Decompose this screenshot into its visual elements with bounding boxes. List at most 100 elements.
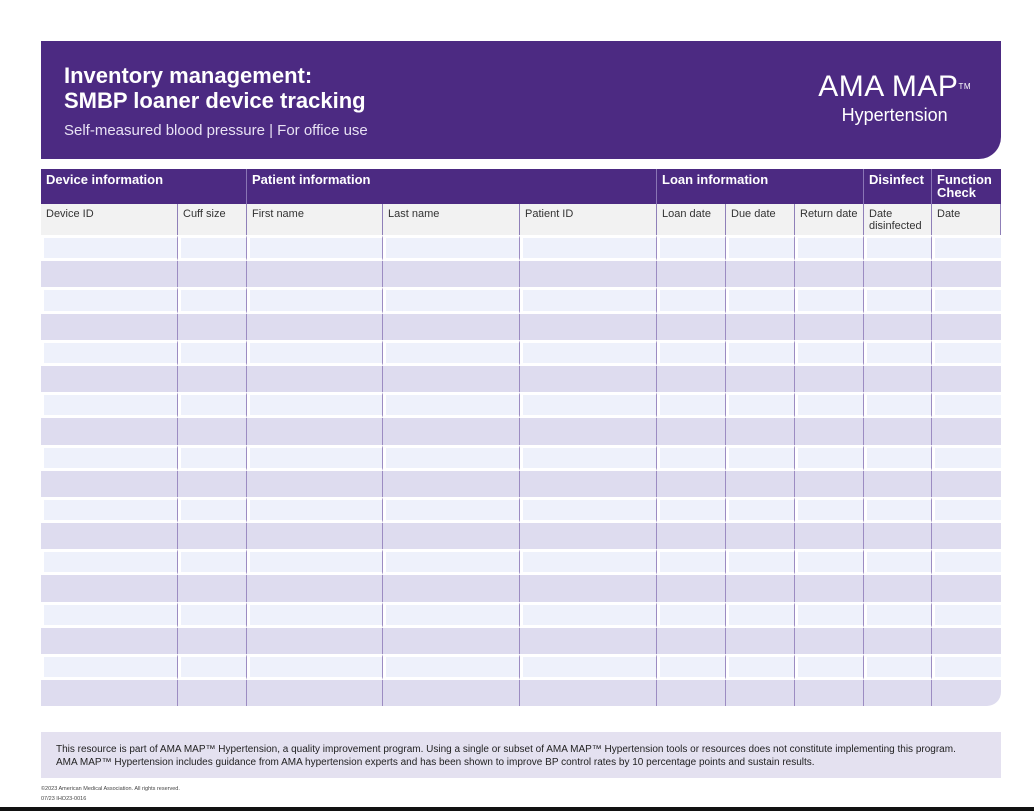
table-cell[interactable]	[178, 654, 247, 681]
table-cell[interactable]	[932, 392, 1001, 419]
table-cell[interactable]	[932, 418, 1001, 445]
table-cell[interactable]	[41, 235, 178, 262]
table-cell[interactable]	[520, 627, 657, 654]
table-cell[interactable]	[726, 392, 795, 419]
table-cell[interactable]	[726, 235, 795, 262]
table-cell[interactable]	[795, 470, 864, 497]
table-cell[interactable]	[383, 575, 520, 602]
table-cell[interactable]	[864, 339, 932, 366]
table-cell[interactable]	[795, 680, 864, 707]
table-cell[interactable]	[726, 601, 795, 628]
table-cell[interactable]	[383, 680, 520, 707]
table-cell[interactable]	[41, 627, 178, 654]
table-cell[interactable]	[247, 313, 383, 340]
table-cell[interactable]	[383, 313, 520, 340]
table-cell[interactable]	[383, 392, 520, 419]
table-cell[interactable]	[178, 627, 247, 654]
table-cell[interactable]	[795, 313, 864, 340]
table-cell[interactable]	[520, 496, 657, 524]
table-cell[interactable]	[178, 365, 247, 393]
table-cell[interactable]	[795, 365, 864, 393]
table-cell[interactable]	[795, 444, 864, 471]
table-cell[interactable]	[41, 339, 178, 366]
table-cell[interactable]	[657, 601, 726, 628]
table-cell[interactable]	[178, 601, 247, 628]
table-cell[interactable]	[932, 496, 1001, 524]
table-cell[interactable]	[383, 627, 520, 654]
table-cell[interactable]	[520, 261, 657, 288]
table-cell[interactable]	[864, 549, 932, 576]
table-cell[interactable]	[932, 680, 1001, 707]
table-cell[interactable]	[383, 235, 520, 262]
table-cell[interactable]	[795, 627, 864, 654]
table-cell[interactable]	[178, 313, 247, 340]
table-cell[interactable]	[520, 575, 657, 602]
table-cell[interactable]	[520, 365, 657, 393]
table-cell[interactable]	[383, 523, 520, 550]
table-cell[interactable]	[726, 365, 795, 393]
table-cell[interactable]	[520, 680, 657, 707]
table-cell[interactable]	[864, 523, 932, 550]
table-cell[interactable]	[657, 654, 726, 681]
table-cell[interactable]	[932, 601, 1001, 628]
table-cell[interactable]	[247, 235, 383, 262]
table-cell[interactable]	[520, 523, 657, 550]
table-cell[interactable]	[41, 575, 178, 602]
table-cell[interactable]	[657, 287, 726, 314]
table-cell[interactable]	[41, 313, 178, 340]
table-cell[interactable]	[795, 418, 864, 445]
table-cell[interactable]	[864, 444, 932, 471]
table-cell[interactable]	[657, 627, 726, 654]
table-cell[interactable]	[657, 392, 726, 419]
table-cell[interactable]	[41, 549, 178, 576]
table-cell[interactable]	[383, 444, 520, 471]
table-cell[interactable]	[41, 392, 178, 419]
table-cell[interactable]	[932, 313, 1001, 340]
table-cell[interactable]	[178, 523, 247, 550]
table-cell[interactable]	[932, 575, 1001, 602]
table-cell[interactable]	[178, 549, 247, 576]
table-cell[interactable]	[932, 523, 1001, 550]
table-cell[interactable]	[383, 549, 520, 576]
table-cell[interactable]	[795, 496, 864, 524]
table-cell[interactable]	[41, 470, 178, 497]
table-cell[interactable]	[41, 444, 178, 471]
table-cell[interactable]	[178, 235, 247, 262]
table-cell[interactable]	[41, 261, 178, 288]
table-cell[interactable]	[178, 287, 247, 314]
table-cell[interactable]	[657, 496, 726, 524]
table-cell[interactable]	[657, 339, 726, 366]
table-cell[interactable]	[864, 235, 932, 262]
table-cell[interactable]	[247, 601, 383, 628]
table-cell[interactable]	[41, 654, 178, 681]
table-cell[interactable]	[247, 627, 383, 654]
table-cell[interactable]	[864, 418, 932, 445]
table-cell[interactable]	[932, 470, 1001, 497]
table-cell[interactable]	[41, 680, 178, 707]
table-cell[interactable]	[795, 523, 864, 550]
table-cell[interactable]	[726, 261, 795, 288]
table-cell[interactable]	[520, 654, 657, 681]
table-cell[interactable]	[247, 339, 383, 366]
table-cell[interactable]	[657, 444, 726, 471]
table-cell[interactable]	[383, 365, 520, 393]
table-cell[interactable]	[383, 654, 520, 681]
table-cell[interactable]	[247, 549, 383, 576]
table-cell[interactable]	[795, 235, 864, 262]
table-cell[interactable]	[864, 575, 932, 602]
table-cell[interactable]	[247, 496, 383, 524]
table-cell[interactable]	[520, 313, 657, 340]
table-cell[interactable]	[864, 287, 932, 314]
table-cell[interactable]	[657, 365, 726, 393]
table-cell[interactable]	[726, 496, 795, 524]
table-cell[interactable]	[247, 470, 383, 497]
table-cell[interactable]	[520, 287, 657, 314]
table-cell[interactable]	[657, 575, 726, 602]
table-cell[interactable]	[247, 287, 383, 314]
table-cell[interactable]	[795, 287, 864, 314]
table-cell[interactable]	[520, 549, 657, 576]
table-cell[interactable]	[383, 418, 520, 445]
table-cell[interactable]	[657, 235, 726, 262]
table-cell[interactable]	[657, 523, 726, 550]
table-cell[interactable]	[864, 654, 932, 681]
